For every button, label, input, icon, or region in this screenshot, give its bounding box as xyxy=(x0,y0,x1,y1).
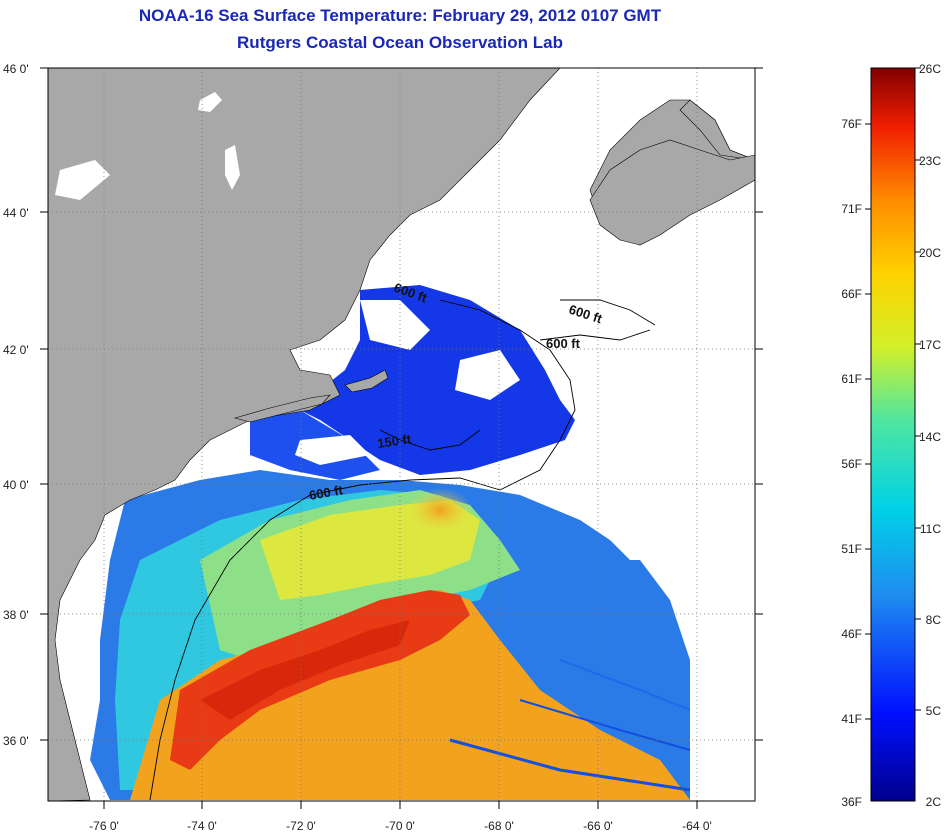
axis-ticks xyxy=(40,67,763,809)
colorbar xyxy=(870,67,916,802)
land-mask xyxy=(48,68,755,801)
lat-label: 40 0' xyxy=(3,478,29,492)
lon-label: -66 0' xyxy=(583,819,613,833)
colorbar-f-label: 56F xyxy=(841,457,862,471)
lon-label: -74 0' xyxy=(187,819,217,833)
depth-label: 150 ft xyxy=(376,431,412,451)
lat-label: 42 0' xyxy=(3,343,29,357)
lon-label: -70 0' xyxy=(385,819,415,833)
colorbar-c-label: 5C xyxy=(926,704,942,718)
colorbar-f-label: 46F xyxy=(841,627,862,641)
depth-label: 600 ft xyxy=(546,336,581,351)
colorbar-c-label: 17C xyxy=(919,338,941,352)
lon-label: -64 0' xyxy=(682,819,712,833)
map-frame xyxy=(47,67,756,802)
colorbar-c-label: 20C xyxy=(919,246,941,260)
colorbar-c-label: 2C xyxy=(926,795,942,809)
colorbar-c-label: 26C xyxy=(919,62,941,76)
lon-label: -72 0' xyxy=(286,819,316,833)
bathymetry-contours xyxy=(149,299,656,801)
depth-label: 600 ft xyxy=(308,482,345,503)
colorbar-c-label: 11C xyxy=(920,522,941,536)
lat-label: 46 0' xyxy=(3,62,29,76)
colorbar-f-label: 66F xyxy=(841,287,862,301)
colorbar-c-label: 14C xyxy=(919,430,941,444)
map-subtitle: Rutgers Coastal Ocean Observation Lab xyxy=(237,33,563,52)
lat-label: 44 0' xyxy=(3,206,29,220)
colorbar-f-label: 71F xyxy=(841,202,862,216)
lat-label: 36 0' xyxy=(3,734,29,748)
lat-label: 38 0' xyxy=(3,608,29,622)
colorbar-f-label: 76F xyxy=(841,117,862,131)
colorbar-f-label: 36F xyxy=(841,795,862,809)
colorbar-f-label: 41F xyxy=(841,712,862,726)
colorbar-c-label: 8C xyxy=(926,613,942,627)
colorbar-f-label: 51F xyxy=(841,542,862,556)
colorbar-c-label: 23C xyxy=(919,154,941,168)
sst-data xyxy=(90,285,691,800)
lon-label: -68 0' xyxy=(484,819,514,833)
map-title: NOAA-16 Sea Surface Temperature: Februar… xyxy=(138,6,662,25)
colorbar-ticks xyxy=(865,67,921,720)
colorbar-f-label: 61F xyxy=(841,372,862,386)
lon-label: -76 0' xyxy=(89,819,119,833)
